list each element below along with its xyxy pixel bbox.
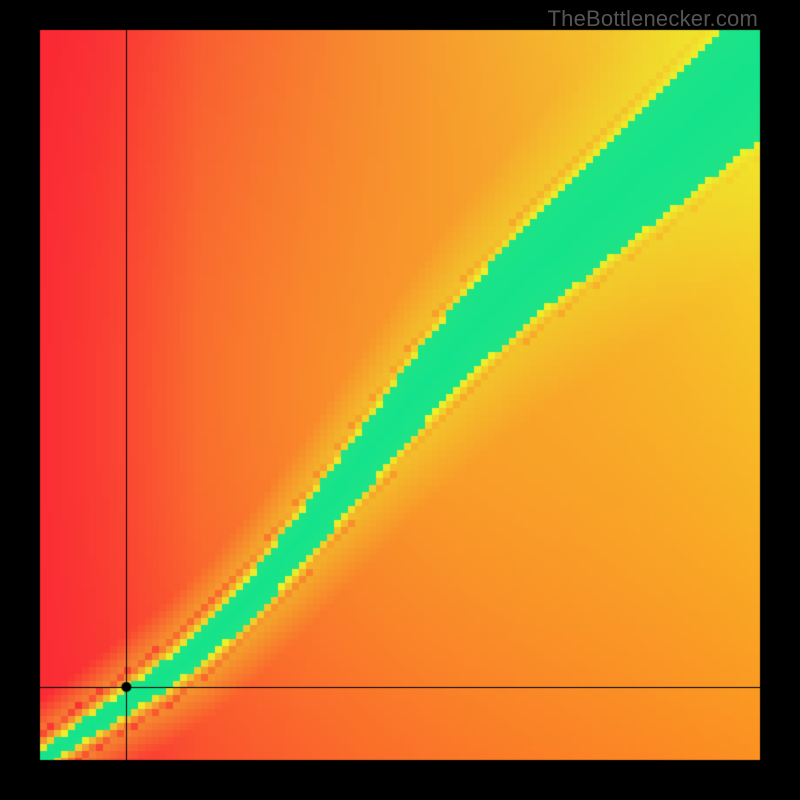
watermark-text: TheBottlenecker.com: [548, 6, 758, 32]
bottleneck-heatmap: [0, 0, 800, 800]
chart-container: TheBottlenecker.com: [0, 0, 800, 800]
